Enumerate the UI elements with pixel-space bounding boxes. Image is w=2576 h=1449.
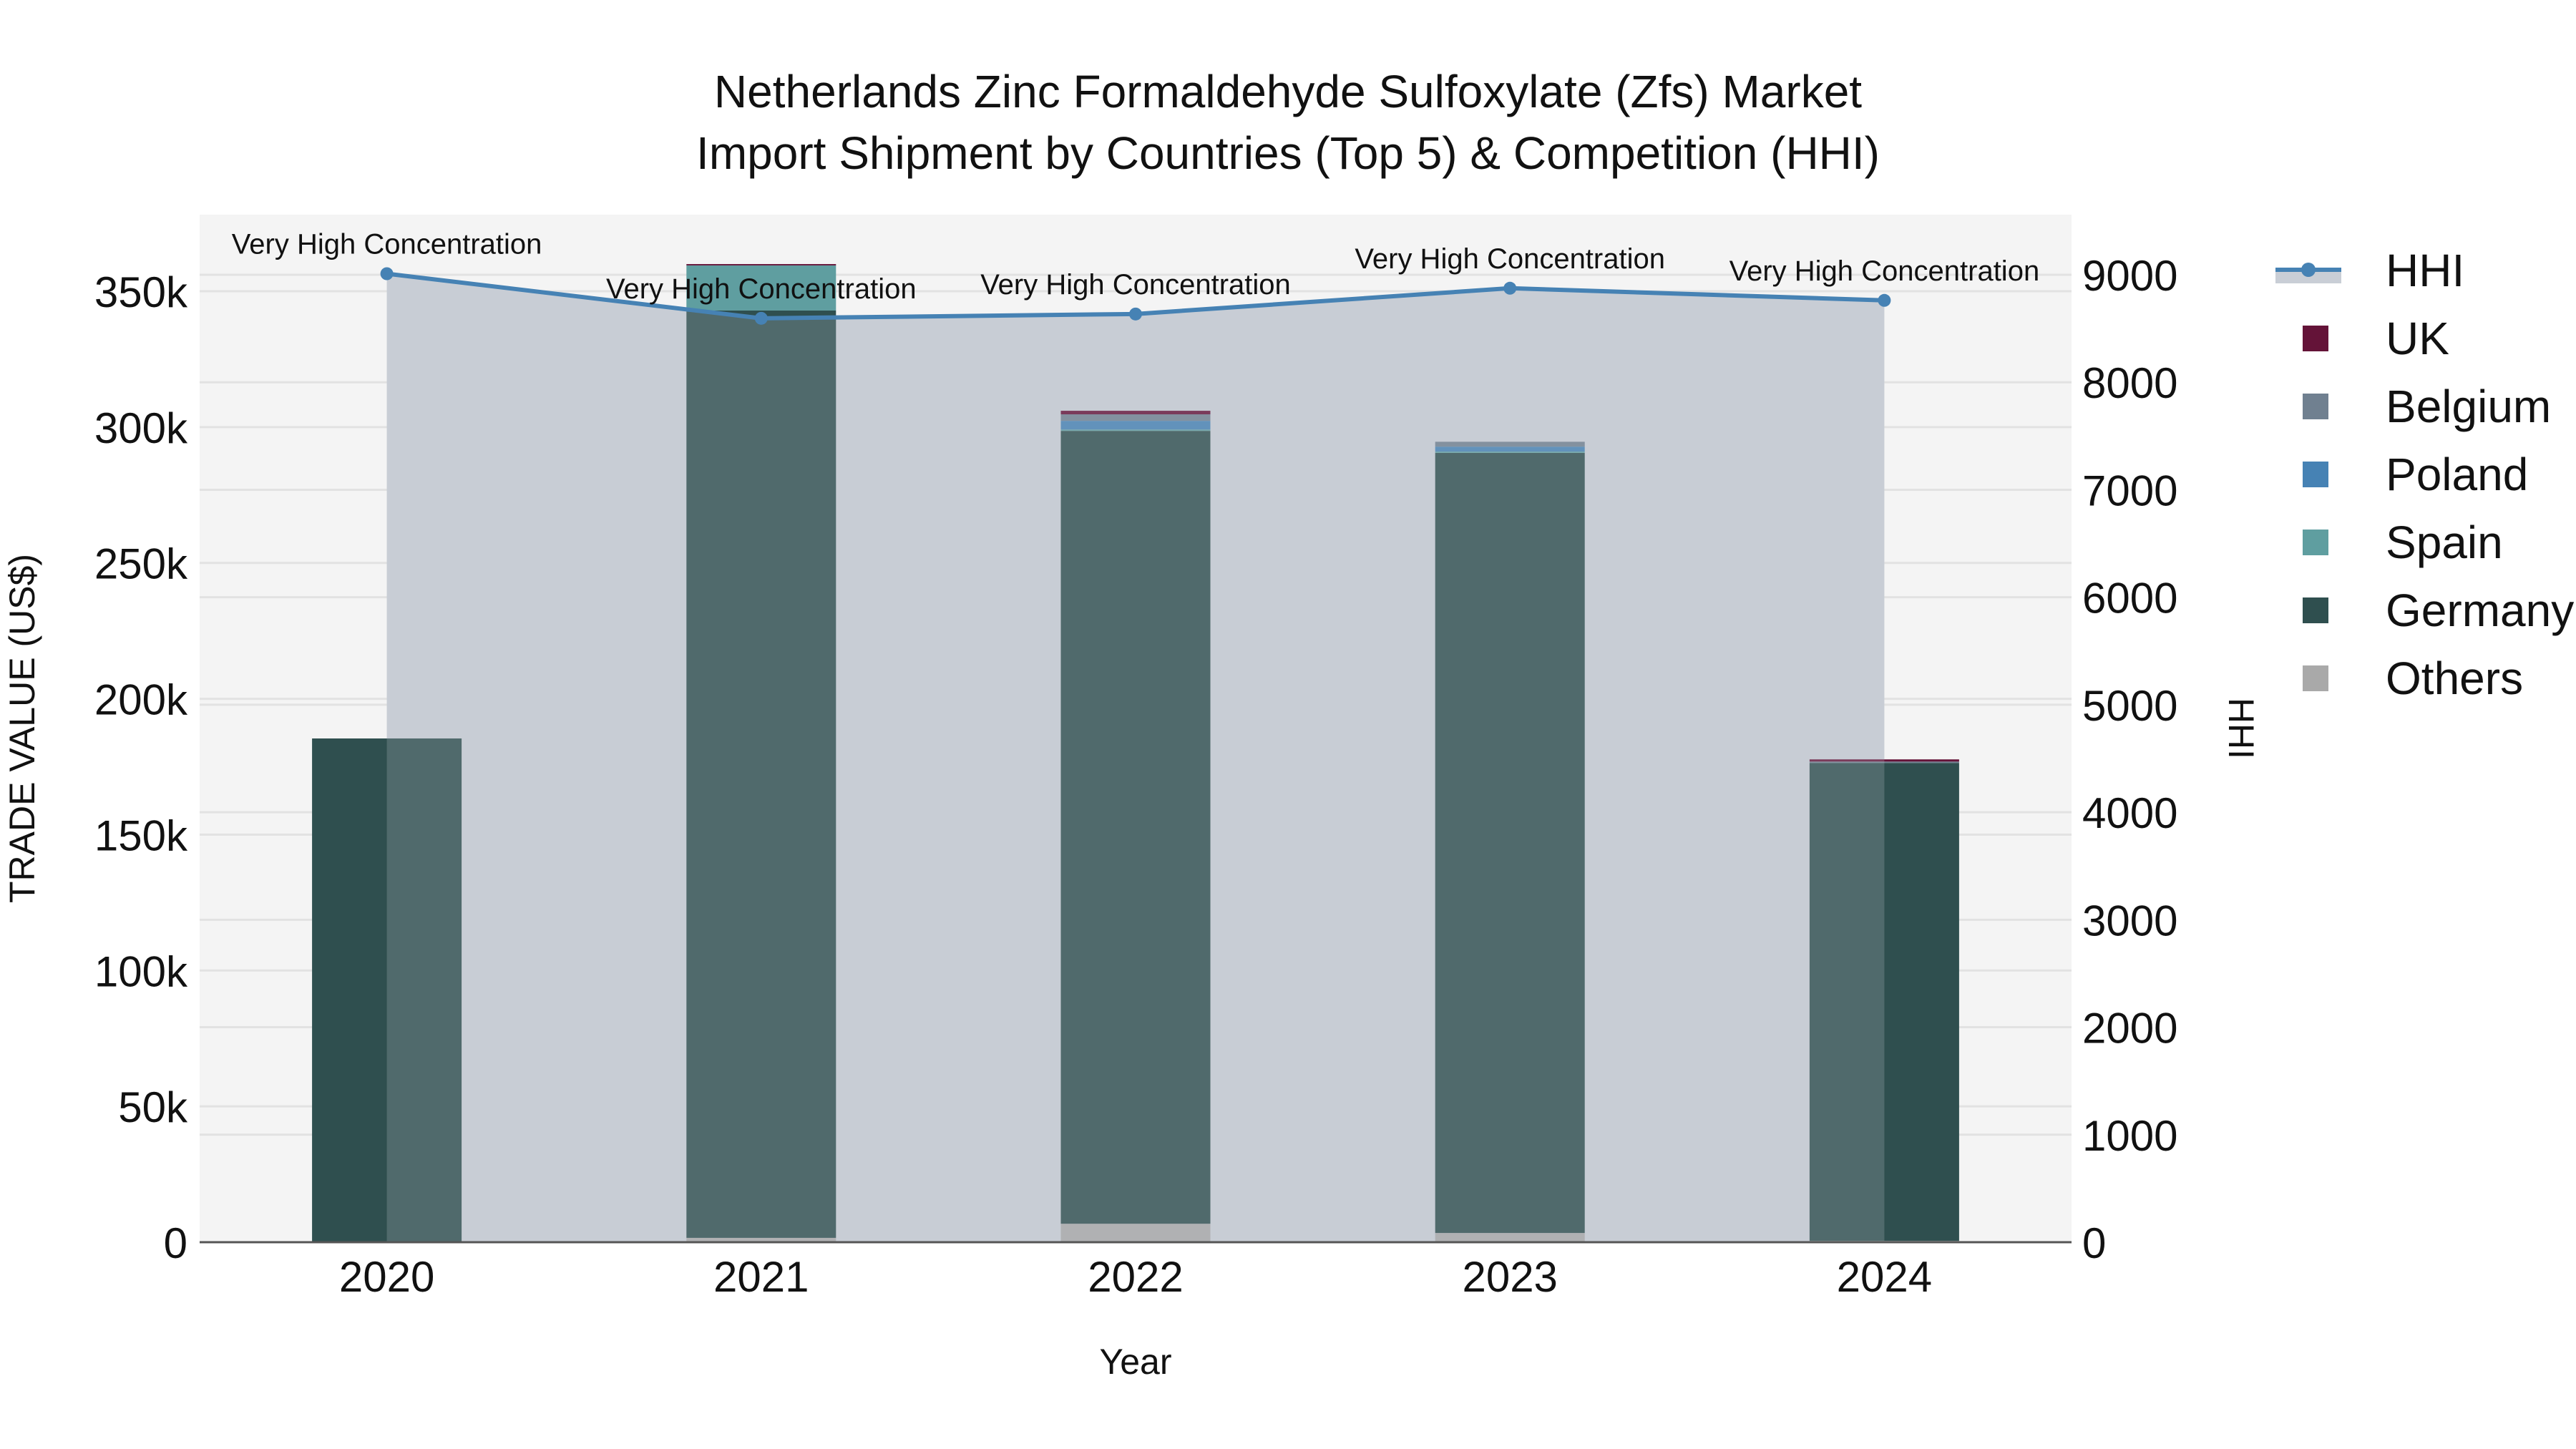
legend-item-belgium[interactable]: Belgium: [2275, 372, 2574, 440]
poland-swatch-icon: [2303, 461, 2328, 487]
y-right-tick-label: 3000: [2082, 897, 2177, 945]
bar-segment-belgium[interactable]: [1809, 761, 1959, 763]
x-tick-label: 2021: [713, 1253, 809, 1301]
bar-segment-others[interactable]: [1435, 1233, 1585, 1242]
bar-segment-germany[interactable]: [312, 738, 462, 1242]
hhi-point[interactable]: [380, 267, 394, 280]
bar-segment-uk[interactable]: [1060, 411, 1211, 415]
hhi-annotation: Very High Concentration: [232, 228, 542, 260]
bar-segment-poland[interactable]: [1060, 421, 1211, 430]
y-left-tick-label: 350k: [94, 268, 188, 316]
hhi-point[interactable]: [1129, 307, 1142, 321]
chart-title-line2: Import Shipment by Countries (Top 5) & C…: [696, 127, 1880, 179]
x-ticks: 2020 2021 2022 2023 2024: [339, 1253, 1932, 1301]
chart-title-line1: Netherlands Zinc Formaldehyde Sulfoxylat…: [713, 66, 1863, 117]
bar-segment-uk[interactable]: [686, 264, 836, 265]
bar-segment-uk[interactable]: [1809, 759, 1959, 762]
legend-label: Spain: [2386, 516, 2503, 568]
y-right-tick-label: 1000: [2082, 1112, 2177, 1160]
y-left-tick-label: 50k: [118, 1083, 188, 1131]
y-right-axis-title: HHI: [2221, 698, 2261, 759]
hhi-line-icon: [2275, 258, 2341, 283]
x-axis-title: Year: [1099, 1342, 1171, 1382]
germany-swatch-icon: [2303, 597, 2328, 623]
y-left-tick-label: 0: [164, 1219, 187, 1267]
legend-label: Belgium: [2386, 380, 2552, 432]
y-right-tick-label: 4000: [2082, 789, 2177, 837]
bar-segment-belgium[interactable]: [1060, 414, 1211, 421]
spain-swatch-icon: [2303, 529, 2328, 555]
y-right-ticks: 0 1000 2000 3000 4000 5000 6000 7000 8000 9000: [2082, 252, 2177, 1267]
legend-label: Others: [2386, 652, 2524, 704]
bar-segment-germany[interactable]: [686, 310, 836, 1238]
legend-item-germany[interactable]: Germany: [2275, 576, 2574, 644]
y-right-tick-label: 7000: [2082, 467, 2177, 514]
legend: HHI UK Belgium Poland Spain Germany Othe…: [2275, 236, 2574, 712]
x-tick-label: 2024: [1837, 1253, 1932, 1301]
bar-segment-spain[interactable]: [686, 265, 836, 311]
y-left-tick-label: 250k: [94, 540, 188, 588]
legend-label: HHI: [2386, 244, 2465, 296]
hhi-annotation: Very High Concentration: [980, 269, 1291, 301]
hhi-point[interactable]: [1503, 281, 1517, 295]
legend-label: Poland: [2386, 448, 2529, 500]
hhi-point[interactable]: [754, 311, 768, 325]
stacked-bars: [312, 264, 1959, 1242]
legend-item-others[interactable]: Others: [2275, 644, 2574, 712]
x-tick-label: 2020: [339, 1253, 434, 1301]
bar-segment-others[interactable]: [686, 1237, 836, 1242]
hhi-area-overlay: [386, 273, 1885, 1242]
y-left-tick-label: 200k: [94, 676, 188, 724]
bar-segment-germany[interactable]: [1809, 763, 1959, 1241]
legend-label: UK: [2386, 312, 2449, 364]
hhi-line: [380, 267, 1891, 325]
y-right-tick-label: 9000: [2082, 252, 2177, 300]
legend-item-uk[interactable]: UK: [2275, 304, 2574, 372]
x-tick-label: 2023: [1462, 1253, 1557, 1301]
y-left-tick-label: 300k: [94, 404, 188, 452]
legend-item-spain[interactable]: Spain: [2275, 508, 2574, 576]
x-tick-label: 2022: [1088, 1253, 1183, 1301]
y-right-tick-label: 2000: [2082, 1005, 2177, 1053]
y-right-tick-label: 6000: [2082, 575, 2177, 623]
bar-segment-spain[interactable]: [1060, 429, 1211, 431]
bar-segment-belgium[interactable]: [1435, 441, 1585, 447]
y-left-tick-label: 150k: [94, 811, 188, 859]
legend-item-poland[interactable]: Poland: [2275, 440, 2574, 508]
hhi-annotation: Very High Concentration: [1355, 243, 1665, 275]
hhi-point[interactable]: [1878, 293, 1891, 307]
y-right-tick-label: 8000: [2082, 359, 2177, 407]
bar-segment-germany[interactable]: [1435, 452, 1585, 1234]
hhi-annotation: Very High Concentration: [606, 273, 917, 305]
y-right-tick-label: 5000: [2082, 682, 2177, 730]
hhi-annotations: Very High Concentration Very High Concent…: [232, 228, 2039, 304]
bar-segment-germany[interactable]: [1060, 431, 1211, 1224]
belgium-swatch-icon: [2303, 393, 2328, 419]
bar-segment-poland[interactable]: [1435, 447, 1585, 452]
y-right-tick-label: 0: [2082, 1219, 2106, 1267]
y-left-axis-title: TRADE VALUE (US$): [2, 554, 42, 903]
others-swatch-icon: [2303, 665, 2328, 691]
y-left-tick-label: 100k: [94, 947, 188, 995]
bar-segment-spain[interactable]: [1435, 452, 1585, 453]
hhi-annotation: Very High Concentration: [1729, 255, 2040, 287]
legend-item-hhi[interactable]: HHI: [2275, 236, 2574, 304]
y-left-ticks: 0 50k 100k 150k 200k 250k 300k 350k: [94, 268, 188, 1267]
uk-swatch-icon: [2303, 325, 2328, 351]
legend-label: Germany: [2386, 584, 2575, 636]
bar-segment-others[interactable]: [1060, 1224, 1211, 1242]
